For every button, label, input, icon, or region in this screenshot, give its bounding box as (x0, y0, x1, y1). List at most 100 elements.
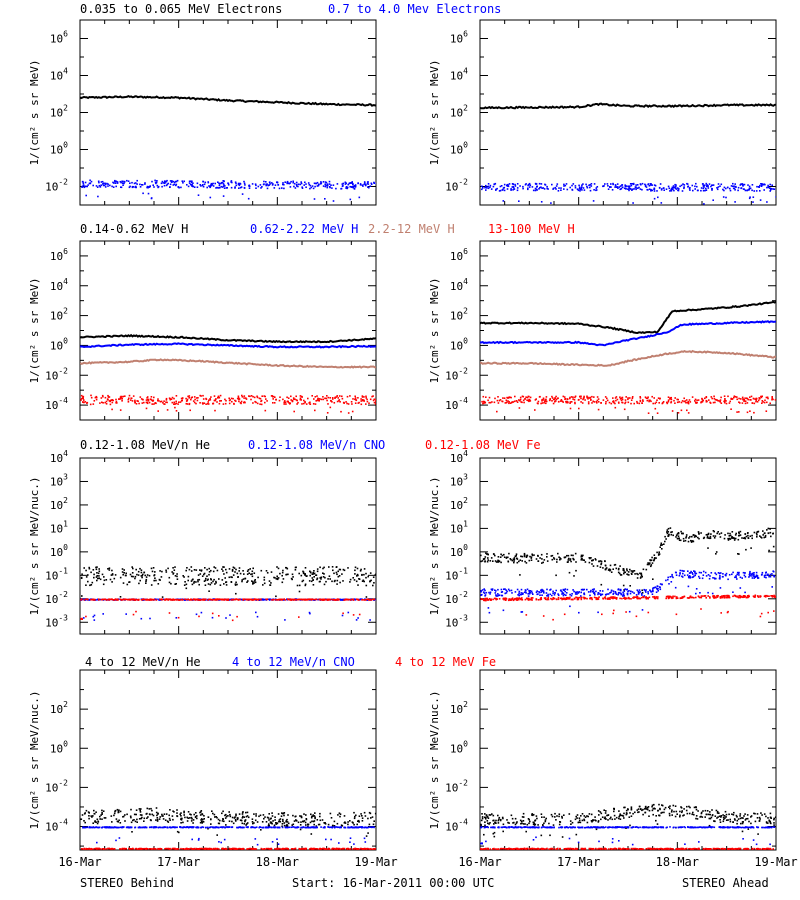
data-point (156, 817, 159, 819)
data-point (769, 575, 772, 578)
data-point (772, 574, 775, 577)
data-point (338, 400, 340, 402)
data-point (328, 566, 330, 568)
data-point (375, 187, 376, 189)
data-point (580, 588, 583, 591)
data-point (604, 597, 607, 600)
data-point (347, 823, 349, 826)
data-point (601, 613, 603, 616)
data-point (734, 396, 737, 398)
data-point (152, 567, 155, 569)
data-point (181, 180, 184, 182)
data-point (164, 599, 167, 601)
data-point (314, 812, 316, 814)
data-point (489, 401, 492, 404)
data-point (191, 818, 193, 820)
data-point (522, 399, 525, 402)
data-point (578, 188, 581, 190)
data-point (743, 399, 746, 401)
data-point (534, 409, 536, 411)
data-point (324, 823, 327, 825)
data-point (286, 823, 288, 826)
data-point (320, 576, 323, 579)
data-point (526, 597, 528, 600)
data-point (626, 593, 629, 596)
data-point (105, 579, 108, 581)
data-point (717, 531, 719, 533)
data-point (747, 594, 750, 597)
data-point (690, 539, 692, 542)
data-point (248, 572, 250, 574)
data-point (551, 395, 553, 398)
series-line (480, 349, 776, 367)
data-point (637, 590, 639, 593)
data-point (686, 182, 688, 185)
data-point (344, 181, 347, 184)
data-point (667, 535, 670, 537)
data-point (316, 819, 319, 821)
data-point (185, 569, 187, 572)
data-point (711, 592, 714, 595)
data-point (313, 815, 316, 817)
data-point (709, 402, 712, 404)
data-point (679, 539, 682, 542)
data-point (256, 395, 258, 398)
data-point (612, 596, 615, 598)
data-point (563, 185, 565, 187)
data-point (642, 399, 644, 401)
data-point (687, 540, 690, 543)
data-point (674, 397, 676, 399)
data-point (565, 596, 568, 599)
data-point (675, 571, 677, 574)
data-point (157, 812, 159, 815)
data-point (147, 186, 149, 189)
data-point (165, 397, 168, 400)
data-point (309, 184, 312, 187)
data-point (498, 190, 501, 192)
data-point (513, 558, 516, 561)
data-point (498, 560, 501, 563)
data-point (128, 186, 131, 189)
data-point (502, 397, 504, 399)
data-point (363, 573, 365, 576)
data-point (301, 186, 303, 188)
data-point (595, 590, 597, 593)
data-point (318, 823, 321, 826)
data-point (698, 571, 701, 574)
data-point (765, 571, 767, 574)
data-point (752, 397, 755, 400)
data-point (755, 400, 757, 403)
data-point (154, 181, 157, 184)
data-point (309, 187, 311, 190)
data-point (569, 186, 571, 189)
data-point (319, 598, 322, 601)
data-point (532, 189, 535, 192)
data-point (111, 581, 113, 583)
data-point (84, 821, 86, 824)
data-point (631, 591, 634, 593)
data-point (201, 599, 204, 601)
data-point (146, 401, 149, 404)
data-point (636, 402, 639, 404)
data-point (267, 817, 270, 819)
data-point (134, 577, 136, 580)
data-point (546, 594, 548, 597)
data-point (534, 182, 537, 185)
data-point (764, 399, 766, 402)
data-point (558, 187, 560, 189)
data-point (180, 819, 183, 821)
data-point (515, 597, 517, 600)
data-point (519, 398, 522, 401)
data-point (700, 595, 703, 597)
data-point (634, 573, 636, 575)
data-point (235, 813, 237, 816)
data-point (482, 400, 485, 403)
data-point (143, 820, 145, 822)
data-point (229, 598, 231, 601)
data-point (759, 199, 762, 201)
data-point (740, 596, 743, 598)
data-point (735, 532, 737, 535)
data-point (764, 536, 767, 538)
data-point (111, 573, 114, 575)
data-point (633, 402, 635, 405)
